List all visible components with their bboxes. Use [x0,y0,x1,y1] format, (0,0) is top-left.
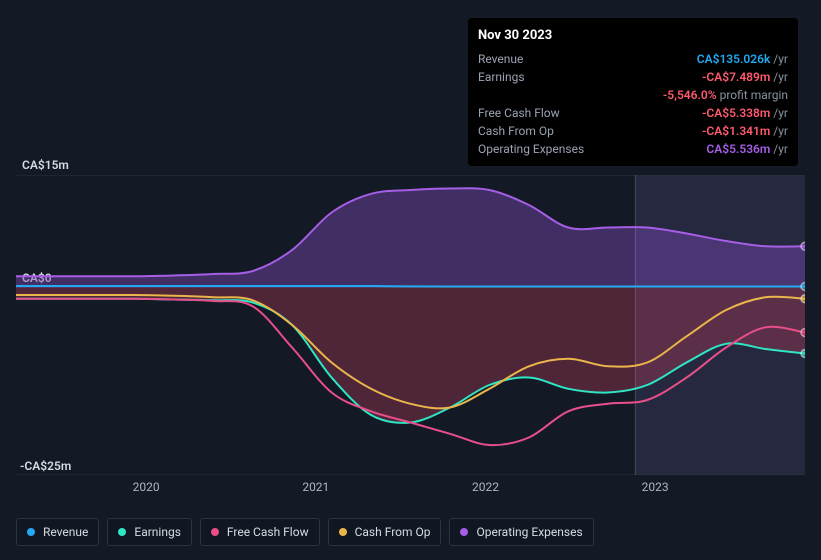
tooltip-row-value: -CA$7.489m /yr [702,68,788,86]
tooltip-row-label: Revenue [478,50,523,68]
tooltip-row-label: Cash From Op [478,122,554,140]
tooltip-row-value: CA$5.536m /yr [706,140,788,158]
series-end-dot-revenue [801,282,805,290]
series-end-dot-operating_expenses [801,242,805,250]
series-end-dot-free_cash_flow [801,329,805,337]
legend-item-cash_from_op[interactable]: Cash From Op [328,518,442,546]
legend-item-label: Revenue [43,525,88,539]
tooltip-row: Operating Expenses CA$5.536m /yr [478,140,788,158]
y-label-top: CA$15m [22,158,69,172]
legend-item-revenue[interactable]: Revenue [16,518,99,546]
tooltip-row: Free Cash Flow -CA$5.338m /yr [478,104,788,122]
tooltip-row-value: -CA$5.338m /yr [702,104,788,122]
legend-item-label: Earnings [134,525,181,539]
tooltip-row: Cash From Op -CA$1.341m /yr [478,122,788,140]
tooltip-row-value: -5,546.0% profit margin [663,86,788,104]
series-line-revenue [16,286,805,287]
tooltip-title: Nov 30 2023 [478,26,788,46]
legend-item-label: Operating Expenses [476,525,582,539]
legend-dot-icon [27,528,35,536]
chart-svg [16,175,805,475]
tooltip-row-value: -CA$1.341m /yr [702,122,788,140]
legend-dot-icon [339,528,347,536]
legend-item-earnings[interactable]: Earnings [107,518,192,546]
series-end-dot-cash_from_op [801,295,805,303]
legend-dot-icon [118,528,126,536]
chart-tooltip: Nov 30 2023 RevenueCA$135.026k /yrEarnin… [468,18,798,166]
x-axis-tick: 2022 [472,480,499,494]
legend-item-label: Cash From Op [355,525,431,539]
legend-item-free_cash_flow[interactable]: Free Cash Flow [200,518,320,546]
x-axis-tick: 2023 [642,480,669,494]
chart-legend: Revenue Earnings Free Cash Flow Cash From O… [16,518,594,546]
tooltip-row: Earnings -CA$7.489m /yr [478,68,788,86]
x-axis-tick: 2020 [133,480,160,494]
legend-dot-icon [211,528,219,536]
x-axis-tick: 2021 [302,480,329,494]
legend-item-label: Free Cash Flow [227,525,309,539]
legend-dot-icon [460,528,468,536]
tooltip-row-label: Operating Expenses [478,140,584,158]
tooltip-row: Revenue CA$135.026k /yr [478,50,788,68]
legend-item-operating_expenses[interactable]: Operating Expenses [449,518,593,546]
tooltip-row-label: Free Cash Flow [478,104,560,122]
tooltip-row: -5,546.0% profit margin [478,86,788,104]
tooltip-row-label: Earnings [478,68,525,86]
series-end-dot-earnings [801,350,805,358]
chart-plot-area [16,175,805,475]
tooltip-row-value: CA$135.026k /yr [697,50,788,68]
